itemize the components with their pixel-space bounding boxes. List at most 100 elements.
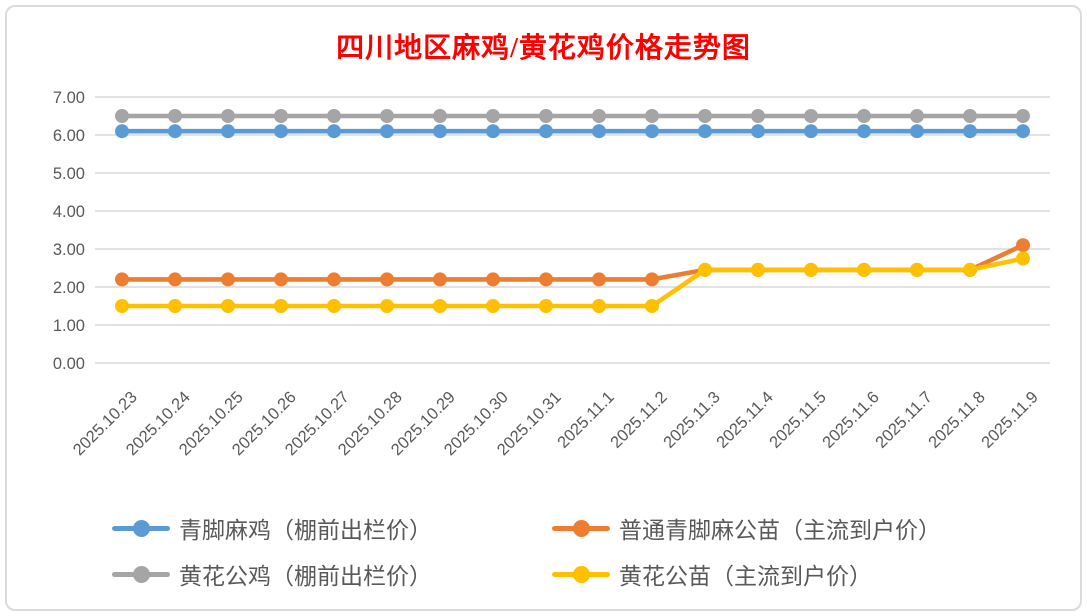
series-point (804, 109, 818, 123)
series-point (168, 299, 182, 313)
series-point (380, 109, 394, 123)
series-point (327, 109, 341, 123)
series-point (1016, 124, 1030, 139)
x-axis-tick-label: 2025.11.4 (713, 388, 777, 452)
x-axis-tick-label: 2025.11.7 (872, 388, 936, 452)
series-point (274, 109, 288, 123)
legend-item-2: 黄花公鸡（棚前出栏价） (112, 558, 552, 590)
series-point (433, 299, 447, 313)
series-point (168, 272, 182, 287)
series-point (221, 109, 235, 123)
series-point (645, 109, 659, 123)
series-point (115, 124, 129, 139)
legend-line-marker-icon (112, 565, 170, 583)
series-point (380, 299, 394, 313)
series-point (698, 262, 712, 277)
legend-label: 黄花公苗（主流到户价） (619, 564, 872, 589)
x-axis-tick-label: 2025.11.5 (766, 388, 830, 452)
x-axis-tick-label: 2025.11.3 (660, 388, 724, 452)
series-point (910, 109, 924, 123)
series-point (539, 109, 553, 123)
series-point (327, 299, 341, 313)
series-point (698, 124, 712, 139)
y-axis-tick-label: 6.00 (53, 127, 85, 145)
series-point (751, 109, 765, 123)
x-axis-tick-label: 2025.11.9 (978, 388, 1042, 452)
series-point (963, 124, 977, 139)
series-point (486, 124, 500, 139)
series-point (1016, 251, 1030, 266)
series-line-1 (119, 242, 1026, 282)
series-point (221, 299, 235, 313)
y-axis-tick-label: 0.00 (53, 355, 85, 373)
series-point (115, 109, 129, 123)
series-point (115, 299, 129, 313)
series-line-3 (119, 256, 1026, 309)
series-point (857, 109, 871, 123)
x-axis-tick-label: 2025.11.8 (925, 388, 989, 452)
x-axis-tick-label: 2025.11.1 (554, 388, 618, 452)
series-point (433, 272, 447, 287)
legend-item-1: 普通青脚麻公苗（主流到户价） (552, 512, 1022, 544)
series-point (698, 109, 712, 123)
series-point (486, 109, 500, 123)
series-point (1016, 238, 1030, 253)
series-point (274, 272, 288, 287)
series-point (274, 299, 288, 313)
legend-line-marker-icon (552, 519, 610, 537)
series-point (327, 272, 341, 287)
series-point (857, 262, 871, 277)
series-point (804, 124, 818, 139)
y-axis-tick-label: 4.00 (53, 203, 85, 221)
series-point (910, 124, 924, 139)
series-point (963, 262, 977, 277)
series-point (539, 124, 553, 139)
y-axis-tick-label: 2.00 (53, 279, 85, 297)
chart-legend: 青脚麻鸡（棚前出栏价） 普通青脚麻公苗（主流到户价） 黄花公鸡（棚前出栏价） 黄花公苗… (112, 512, 1042, 590)
series-point (963, 109, 977, 123)
series-point (433, 109, 447, 123)
series-point (645, 299, 659, 313)
series-point (645, 272, 659, 287)
series-point (592, 109, 606, 123)
series-point (274, 124, 288, 139)
y-axis-tick-label: 5.00 (53, 165, 85, 183)
series-point (380, 272, 394, 287)
series-point (221, 272, 235, 287)
series-point (1016, 109, 1030, 123)
legend-item-3: 黄花公苗（主流到户价） (552, 558, 1022, 590)
series-point (592, 124, 606, 139)
y-axis-tick-label: 7.00 (53, 89, 85, 107)
series-point (592, 299, 606, 313)
series-point (645, 124, 659, 139)
series-point (486, 299, 500, 313)
series-point (751, 124, 765, 139)
series-point (327, 124, 341, 139)
series-point (168, 109, 182, 123)
series-point (221, 124, 235, 139)
y-axis-tick-label: 3.00 (53, 241, 85, 259)
series-point (857, 124, 871, 139)
series-point (751, 262, 765, 277)
legend-label: 黄花公鸡（棚前出栏价） (179, 564, 432, 589)
series-point (168, 124, 182, 139)
legend-line-marker-icon (112, 519, 170, 537)
series-point (539, 272, 553, 287)
series-point (486, 272, 500, 287)
legend-label: 普通青脚麻公苗（主流到户价） (619, 518, 941, 543)
x-axis-tick-label: 2025.11.6 (819, 388, 883, 452)
legend-label: 青脚麻鸡（棚前出栏价） (179, 518, 432, 543)
series-point (592, 272, 606, 287)
series-point (115, 272, 129, 287)
series-point (910, 262, 924, 277)
chart-title: 四川地区麻鸡/黄花鸡价格走势图 (336, 33, 751, 64)
series-point (804, 262, 818, 277)
series-point (433, 124, 447, 139)
y-axis-tick-label: 1.00 (53, 317, 85, 335)
legend-line-marker-icon (552, 565, 610, 583)
series-point (380, 124, 394, 139)
series-point (539, 299, 553, 313)
x-axis-tick-label: 2025.11.2 (607, 388, 671, 452)
legend-item-0: 青脚麻鸡（棚前出栏价） (112, 512, 552, 544)
